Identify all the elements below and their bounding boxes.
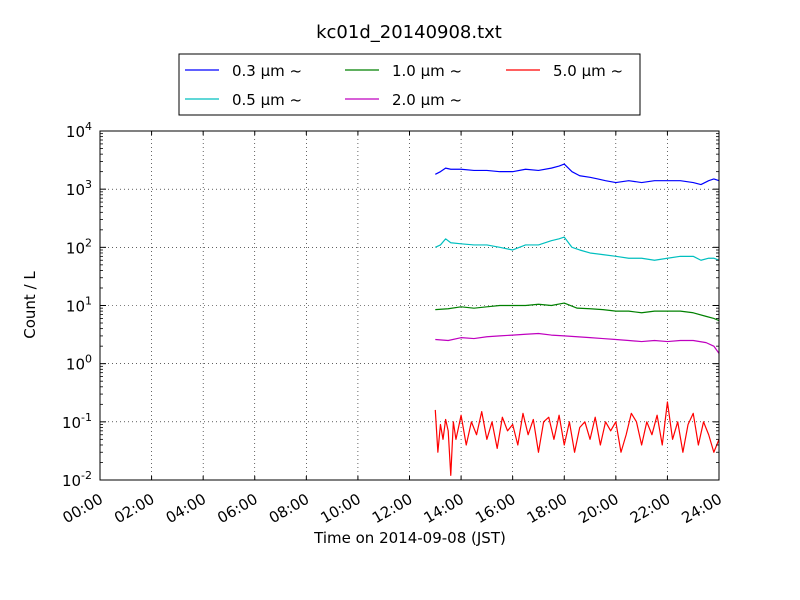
y-tick-label: 104 [66, 120, 92, 141]
x-tick-label: 02:00 [111, 490, 157, 527]
x-tick-label: 20:00 [575, 490, 621, 527]
x-tick-label: 18:00 [524, 490, 570, 527]
ticks [99, 130, 720, 481]
series-line-4 [434, 401, 719, 476]
y-tick-label: 101 [66, 295, 92, 316]
x-tick-label: 08:00 [266, 490, 312, 527]
x-tick-label: 22:00 [627, 490, 673, 527]
x-tick-label: 16:00 [472, 490, 518, 527]
x-tick-labels: 00:00 02:00 04:00 06:00 08:00 10:00 12:00 14:00… [60, 490, 725, 527]
legend-label-0: 0.3 μm ~ [232, 62, 302, 80]
x-tick-label: 04:00 [163, 490, 209, 527]
legend-label-2: 1.0 μm ~ [392, 62, 462, 80]
series-line-0 [435, 163, 719, 186]
legend-label-4: 5.0 μm ~ [553, 62, 623, 80]
series-line-3 [435, 332, 719, 354]
legend-label-1: 0.5 μm ~ [232, 91, 302, 109]
y-tick-label: 10-2 [62, 469, 92, 490]
plot-area [434, 163, 719, 476]
y-tick-label: 100 [66, 353, 92, 374]
legend-label-3: 2.0 μm ~ [392, 91, 462, 109]
y-axis-label: Count / L [21, 271, 39, 339]
y-tick-label: 102 [66, 236, 92, 257]
x-tick-label: 06:00 [214, 490, 260, 527]
legend: 0.3 μm ~ 0.5 μm ~ 1.0 μm ~ 2.0 μm ~ 5.0 μm ~ [178, 53, 641, 116]
chart-title: kc01d_20140908.txt [316, 22, 502, 43]
grid [100, 131, 719, 480]
legend-box [178, 53, 641, 116]
y-tick-label: 103 [66, 178, 92, 199]
series-line-1 [435, 236, 719, 261]
x-tick-label: 10:00 [317, 490, 363, 527]
y-tick-labels: 10-2 10-1 100 101 102 103 104 [62, 120, 92, 490]
x-tick-label: 12:00 [369, 490, 415, 527]
x-tick-label: 14:00 [421, 490, 467, 527]
x-axis-label: Time on 2014-09-08 (JST) [313, 529, 506, 547]
series-line-2 [435, 302, 719, 322]
x-tick-label: 00:00 [60, 490, 106, 527]
y-tick-label: 10-1 [62, 411, 92, 432]
x-tick-label: 24:00 [679, 490, 725, 527]
